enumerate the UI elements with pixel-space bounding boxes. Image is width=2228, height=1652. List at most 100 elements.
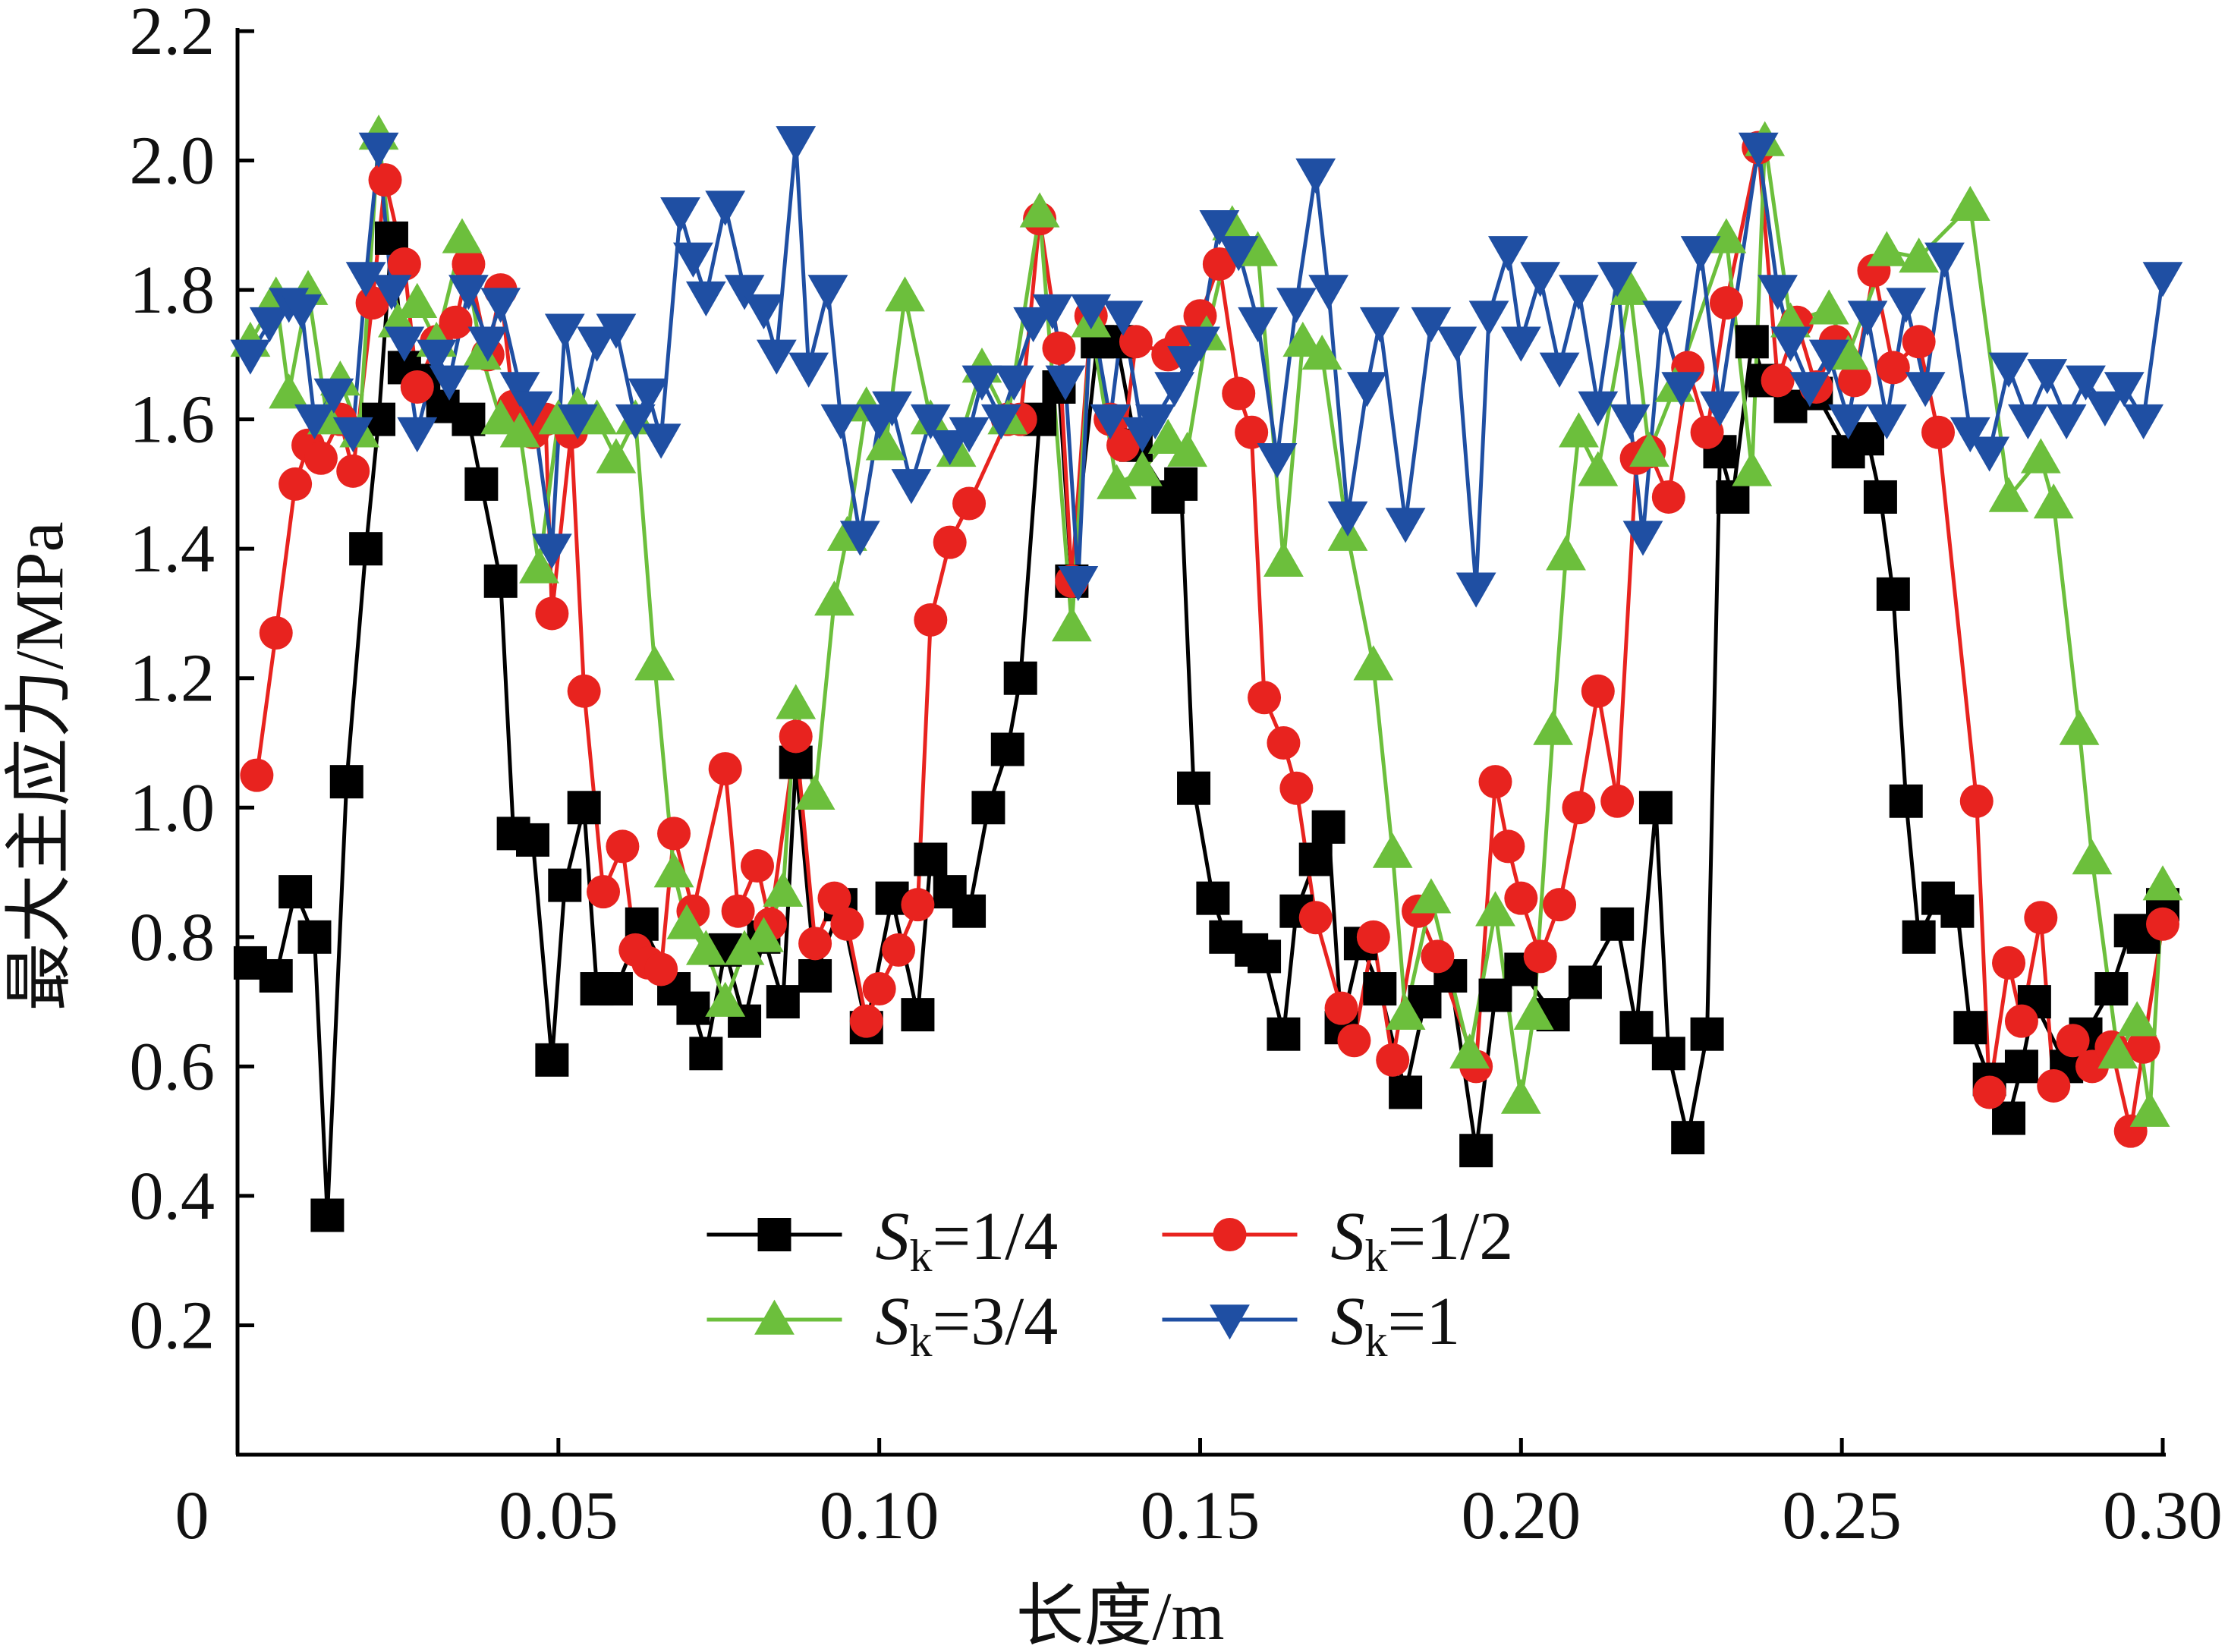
- data-point: [1866, 231, 1907, 266]
- data-point: [544, 313, 585, 349]
- data-point: [1491, 829, 1525, 864]
- data-point: [949, 417, 990, 453]
- data-point: [756, 339, 797, 375]
- data-point: [1119, 325, 1153, 359]
- data-point: [332, 417, 373, 453]
- data-point: [1789, 372, 1830, 407]
- data-point: [644, 952, 678, 986]
- data-point: [628, 378, 669, 414]
- data-point: [294, 404, 335, 440]
- data-point: [933, 525, 967, 559]
- data-point: [766, 985, 800, 1019]
- data-point: [1546, 535, 1586, 571]
- data-point: [499, 412, 540, 448]
- data-point: [1886, 288, 1927, 323]
- data-point: [2097, 1033, 2138, 1069]
- data-point: [1235, 415, 1269, 449]
- data-point: [1167, 431, 1207, 467]
- legend-marker: [757, 1218, 791, 1251]
- data-point: [1468, 301, 1509, 336]
- data-point: [1850, 422, 1884, 456]
- data-point: [971, 791, 1005, 825]
- data-point: [2129, 1091, 2170, 1127]
- data-point: [387, 247, 421, 281]
- data-point: [483, 564, 518, 598]
- data-point: [1196, 881, 1230, 915]
- data-point: [1389, 1075, 1423, 1109]
- data-point: [499, 372, 540, 407]
- data-point: [1180, 326, 1220, 362]
- data-point: [1988, 352, 2029, 388]
- data-point: [1581, 674, 1615, 708]
- data-point: [740, 849, 774, 883]
- data-point: [1641, 301, 1682, 336]
- data-point: [2142, 865, 2183, 901]
- data-point: [1376, 1043, 1410, 1077]
- data-point: [788, 352, 829, 388]
- data-point: [2004, 1004, 2038, 1038]
- data-point: [2059, 710, 2100, 745]
- data-point: [1475, 891, 1515, 927]
- data-point: [1562, 791, 1596, 825]
- x-axis-title: 长度/m: [1015, 1579, 1224, 1652]
- data-point: [269, 373, 310, 409]
- data-point: [1953, 1011, 1987, 1045]
- data-point: [1622, 521, 1663, 556]
- data-point: [1735, 325, 1769, 359]
- data-point: [685, 281, 726, 317]
- data-point: [1651, 480, 1685, 514]
- data-point: [230, 339, 271, 375]
- x-tick-label: 0: [175, 1478, 209, 1553]
- data-point: [1267, 726, 1301, 760]
- data-point: [1147, 418, 1188, 455]
- data-point: [278, 875, 313, 909]
- data-point: [384, 326, 425, 362]
- data-point: [744, 917, 784, 952]
- data-point: [2046, 404, 2087, 440]
- data-point: [1899, 238, 1940, 273]
- data-point: [2037, 1068, 2071, 1103]
- data-point: [1058, 566, 1099, 602]
- data-point: [910, 404, 951, 440]
- data-point: [817, 881, 851, 915]
- data-point: [1629, 431, 1669, 467]
- data-point: [1988, 477, 2029, 512]
- data-point: [721, 894, 755, 928]
- data-point: [416, 339, 457, 375]
- data-point: [666, 904, 707, 939]
- data-point: [830, 907, 864, 941]
- data-point: [1013, 307, 1054, 343]
- data-point: [1863, 480, 1897, 514]
- data-point: [1411, 878, 1452, 914]
- data-point: [1308, 275, 1349, 310]
- data-point: [282, 294, 322, 330]
- data-point: [538, 399, 579, 435]
- y-tick-label: 0.6: [130, 1029, 216, 1104]
- legend-label: Sk=1: [1331, 1284, 1461, 1366]
- y-tick-label: 0.8: [130, 900, 216, 975]
- data-point: [2008, 404, 2048, 440]
- data-point: [1924, 242, 1965, 278]
- data-point: [535, 1043, 569, 1077]
- data-point: [1263, 541, 1304, 577]
- data-point: [1279, 771, 1314, 805]
- data-point: [1866, 404, 1907, 440]
- data-point: [259, 958, 293, 993]
- y-tick-label: 0.4: [130, 1159, 216, 1234]
- data-point: [640, 423, 681, 459]
- data-point: [1876, 577, 1910, 611]
- data-point: [839, 521, 880, 556]
- data-point: [599, 972, 633, 1006]
- data-point: [2066, 365, 2106, 401]
- data-point: [1905, 372, 1946, 407]
- data-point: [1301, 334, 1342, 370]
- data-point: [548, 868, 582, 902]
- data-point: [1828, 404, 1869, 440]
- data-point: [1449, 1033, 1490, 1069]
- data-point: [1828, 334, 1869, 370]
- data-point: [1106, 428, 1141, 462]
- data-point: [1513, 994, 1554, 1030]
- y-tick-label: 1.0: [130, 770, 216, 845]
- data-point: [2033, 483, 2074, 519]
- data-point: [1218, 236, 1259, 272]
